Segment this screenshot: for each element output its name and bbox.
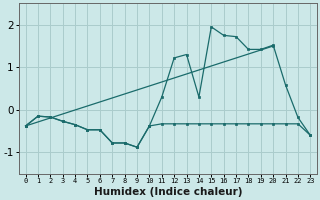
X-axis label: Humidex (Indice chaleur): Humidex (Indice chaleur)	[94, 187, 242, 197]
